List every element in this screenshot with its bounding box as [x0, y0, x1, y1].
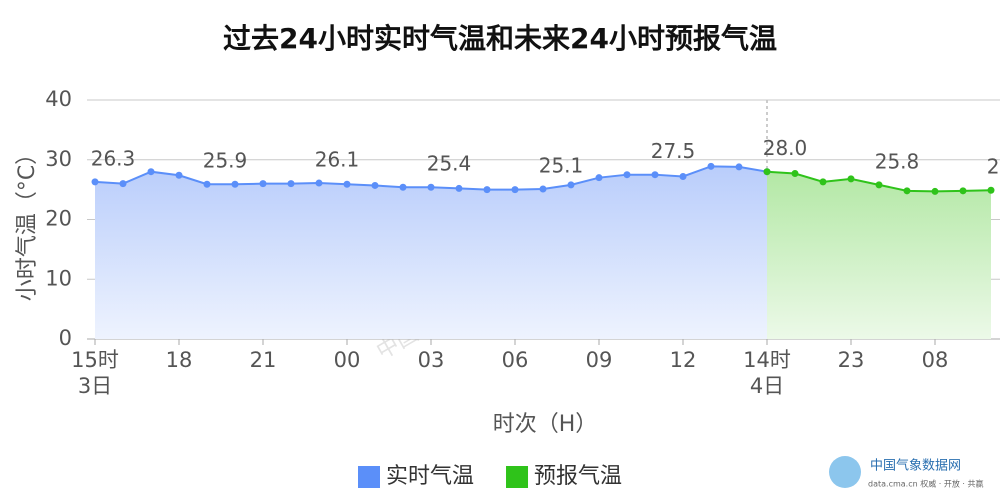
y-tick-label: 10: [45, 266, 72, 290]
point: [987, 186, 995, 194]
point: [511, 186, 519, 194]
point: [427, 183, 435, 191]
point: [231, 180, 239, 188]
point: [287, 180, 295, 188]
point: [259, 180, 267, 188]
point: [175, 171, 183, 179]
y-tick-label: 0: [59, 326, 72, 350]
point: [651, 171, 659, 179]
value-label: 25.1: [539, 154, 584, 178]
point: [147, 168, 155, 176]
area: [95, 166, 767, 339]
point: [623, 171, 631, 179]
x-tick-label: 03: [418, 348, 445, 372]
x-tick-label: 18: [166, 348, 193, 372]
point: [595, 174, 603, 182]
y-tick-label: 30: [45, 147, 72, 171]
x-tick-label: 12: [670, 348, 697, 372]
value-label: 26.3: [91, 146, 136, 170]
point: [119, 180, 127, 188]
value-label: 25.8: [875, 149, 920, 173]
point: [455, 184, 463, 192]
legend-swatch: [506, 466, 529, 488]
point: [959, 187, 967, 195]
point: [679, 172, 687, 180]
point: [707, 162, 715, 170]
value-label: 24.9: [987, 155, 1000, 179]
point: [91, 178, 99, 186]
value-label: 28.0: [763, 136, 808, 160]
x-tick-label: 15时: [71, 348, 119, 372]
legend-label: 预报气温: [534, 464, 622, 489]
value-label: 27.5: [651, 139, 696, 163]
x-axis-title: 时次（H）: [493, 412, 598, 437]
point: [343, 180, 351, 188]
point: [399, 183, 407, 191]
y-axis-title: 小时气温（°C）: [15, 143, 40, 301]
legend-swatch: [358, 466, 380, 488]
legend-label: 实时气温: [386, 464, 474, 489]
point: [371, 181, 379, 189]
area: [767, 171, 991, 339]
value-label: 26.1: [315, 148, 360, 172]
point: [483, 186, 491, 194]
x-tick-label: 08: [922, 348, 949, 372]
logo-icon: [829, 456, 861, 488]
point: [875, 181, 883, 189]
point: [791, 169, 799, 177]
point: [315, 179, 323, 187]
x-date-label: 3日: [78, 374, 112, 398]
x-tick-label: 23: [838, 348, 865, 372]
point: [903, 187, 911, 195]
point: [203, 180, 211, 188]
point: [735, 163, 743, 171]
x-tick-label: 14时: [743, 348, 791, 372]
x-tick-label: 21: [250, 348, 277, 372]
value-label: 25.9: [203, 149, 248, 173]
logo-title: 中国气象数据网: [870, 458, 961, 474]
y-tick-label: 20: [45, 207, 72, 231]
point: [931, 187, 939, 195]
y-tick-label: 40: [45, 87, 72, 111]
x-tick-label: 06: [502, 348, 529, 372]
point: [763, 168, 771, 176]
x-tick-label: 09: [586, 348, 613, 372]
logo-subtitle: data.cma.cn 权威 · 开放 · 共赢: [868, 479, 983, 489]
x-tick-label: 00: [334, 348, 361, 372]
point: [539, 185, 547, 193]
point: [847, 175, 855, 183]
point: [567, 181, 575, 189]
value-label: 25.4: [427, 152, 472, 176]
point: [819, 178, 827, 186]
chart-title: 过去24小时实时气温和未来24小时预报气温: [223, 22, 777, 55]
x-date-label: 4日: [750, 374, 784, 398]
